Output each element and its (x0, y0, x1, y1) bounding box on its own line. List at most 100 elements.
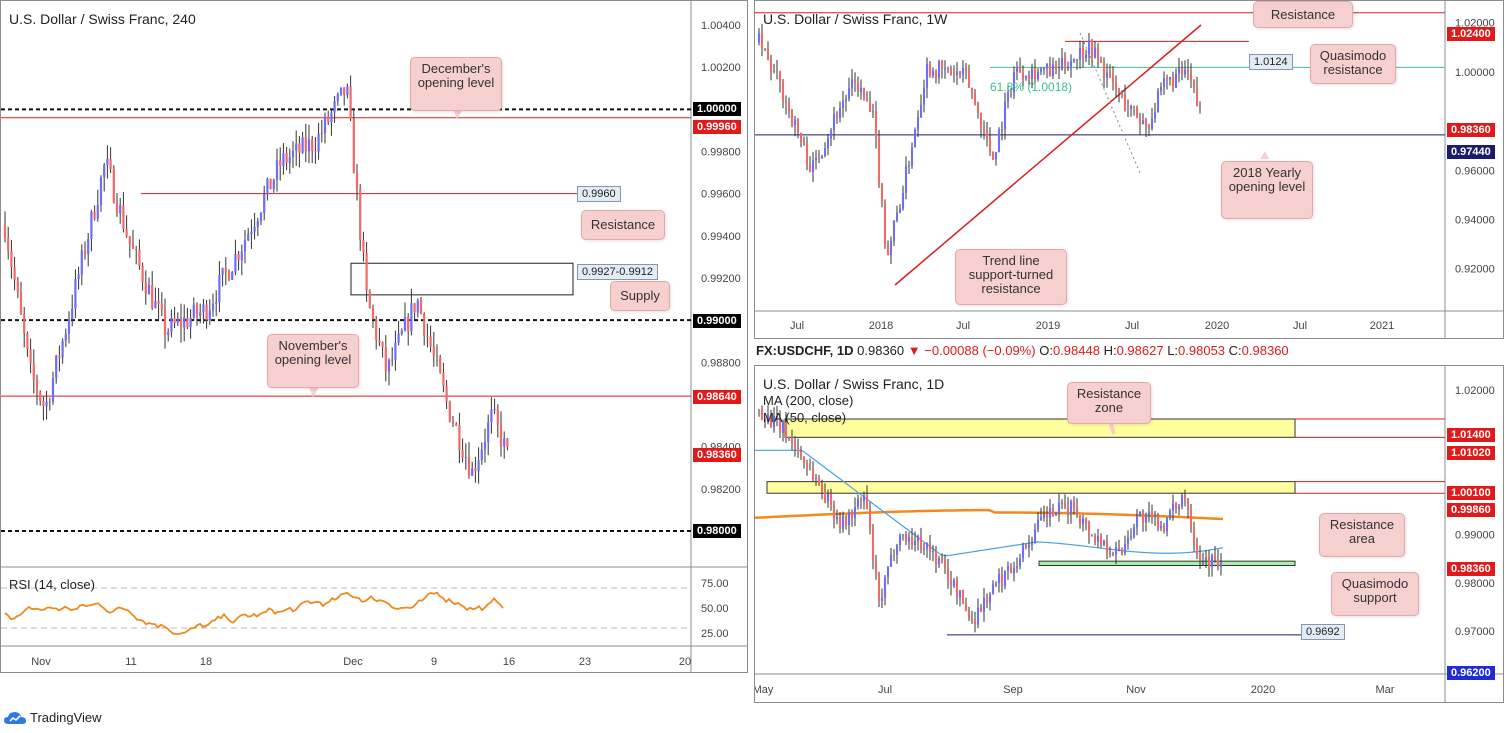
price-4h-candle (471, 468, 474, 476)
price-daily-candle (1033, 529, 1037, 543)
tradingview-logo[interactable]: TradingView (4, 710, 102, 725)
price-daily-candle (943, 560, 947, 568)
price-4h-candle (192, 304, 195, 318)
tradingview-brand: TradingView (30, 710, 102, 725)
time-tick-daily: 2020 (1251, 684, 1275, 696)
price-tick-4h: 0.99200 (701, 273, 741, 285)
price-4h-candle (288, 157, 291, 163)
price-4h-candle (250, 231, 253, 235)
price-4h-candle (29, 349, 32, 364)
price-weekly-candle (994, 152, 998, 160)
price-4h-candle (119, 205, 122, 214)
price-daily-candle (1141, 511, 1145, 523)
price-daily-candle (1219, 563, 1223, 568)
price-4h-candle (355, 173, 359, 190)
open-value: 0.98448 (1052, 343, 1100, 358)
price-daily-candle (1063, 502, 1067, 508)
price-tick-weekly: 0.92000 (1455, 264, 1495, 276)
price-4h-candle (403, 317, 407, 331)
price-4h-candle (483, 442, 487, 450)
price-4h-candle (170, 317, 173, 333)
time-tick-weekly: Jul (1125, 320, 1139, 332)
price-4h-candle (266, 178, 269, 195)
price-4h-candle (55, 355, 58, 379)
price-weekly-candle (757, 33, 761, 43)
price-daily-candle (952, 579, 956, 586)
price-label-0.98360-daily: 0.98360 (1447, 562, 1495, 576)
price-weekly-candle (1126, 109, 1130, 111)
price-weekly-candle (931, 70, 935, 76)
price-weekly-candle (967, 70, 971, 88)
price-4h-candle (253, 226, 256, 232)
time-tick-4h: Nov (31, 656, 51, 668)
price-weekly-candle (1090, 40, 1094, 58)
price-4h-candle (410, 303, 413, 332)
price-weekly-candle (940, 61, 944, 69)
price-weekly-candle (1036, 71, 1040, 80)
price-weekly-candle (883, 202, 887, 245)
last-price: 0.98360 (857, 343, 905, 358)
price-label-0.98360-weekly: 0.98360 (1447, 123, 1495, 137)
price-weekly-candle (937, 61, 941, 78)
price-daily-candle (883, 577, 887, 598)
ma200-legend: MA (200, close) (763, 393, 854, 408)
price-4h-candle (407, 317, 410, 332)
price-daily-candle (1210, 555, 1214, 567)
fib-label: 61.8% (1.0018) (990, 80, 1073, 94)
price-4h-candle (333, 101, 336, 113)
price-daily-candle (1060, 502, 1064, 504)
rsi-tick: 50.00 (701, 603, 729, 615)
price-daily-candle (1021, 545, 1025, 559)
price-daily-candle (796, 448, 800, 452)
price-4h-candle (93, 211, 96, 219)
price-weekly-candle (892, 220, 896, 242)
ma50-legend: MA (50, close) (763, 410, 847, 425)
price-weekly-candle (913, 129, 917, 148)
price-daily-candle (1099, 536, 1103, 546)
price-weekly-candle (1087, 40, 1091, 55)
price-daily-candle (946, 567, 950, 580)
price-weekly-candle (1165, 78, 1169, 80)
time-tick-weekly: Jul (1293, 320, 1307, 332)
price-weekly-candle (775, 70, 779, 73)
chart-weekly-canvas[interactable]: 1.02000 1.00000 0.96000 0.94000 0.92000 Jul 20… (755, 1, 1503, 338)
price-tick-4h: 0.98200 (701, 484, 741, 496)
price-weekly-candle (1006, 92, 1010, 102)
price-daily-candle (997, 574, 1001, 584)
level-box-supply: 0.9927-0.9912 (577, 264, 658, 280)
price-daily-candle (784, 421, 788, 439)
price-daily-candle (934, 551, 938, 565)
price-daily-candle (1024, 545, 1028, 548)
price-4h-candle (19, 292, 23, 315)
price-4h-candle (39, 392, 42, 402)
price-weekly-candle (1162, 78, 1166, 88)
close-label: C: (1228, 343, 1242, 358)
price-weekly-candle (964, 67, 968, 71)
price-weekly-candle (844, 98, 848, 101)
price-tick-weekly: 1.02000 (1455, 18, 1495, 30)
price-weekly-candle (1171, 76, 1175, 88)
price-weekly-candle (859, 87, 863, 92)
price-daily-candle (799, 451, 803, 457)
price-weekly-candle (841, 100, 845, 109)
price-daily-candle (802, 456, 806, 464)
price-4h-candle (215, 301, 218, 304)
price-label-0.97440: 0.97440 (1447, 145, 1495, 159)
price-daily-candle (1183, 495, 1187, 499)
time-tick-weekly: 2018 (869, 320, 893, 332)
rsi-line (4, 591, 504, 635)
price-4h-candle (336, 94, 339, 102)
price-daily-candle (757, 409, 761, 411)
price-4h-candle (99, 177, 103, 205)
chart-daily-canvas[interactable]: 1.02000 0.99000 0.98000 0.97000 May Jul Sep Nov… (755, 366, 1503, 702)
ma50-line (755, 449, 1224, 557)
price-4h-candle (375, 319, 378, 341)
price-weekly-candle (832, 114, 836, 131)
price-weekly-candle (1078, 47, 1082, 60)
price-daily-candle (1144, 513, 1148, 523)
price-daily-candle (877, 573, 881, 602)
price-weekly-candle (1177, 67, 1181, 74)
price-4h-candle (202, 304, 205, 313)
price-weekly-candle (826, 138, 830, 149)
chart-4h-canvas[interactable]: 1.00400 1.00200 0.99800 0.99600 0.99400 0.992… (1, 1, 747, 672)
